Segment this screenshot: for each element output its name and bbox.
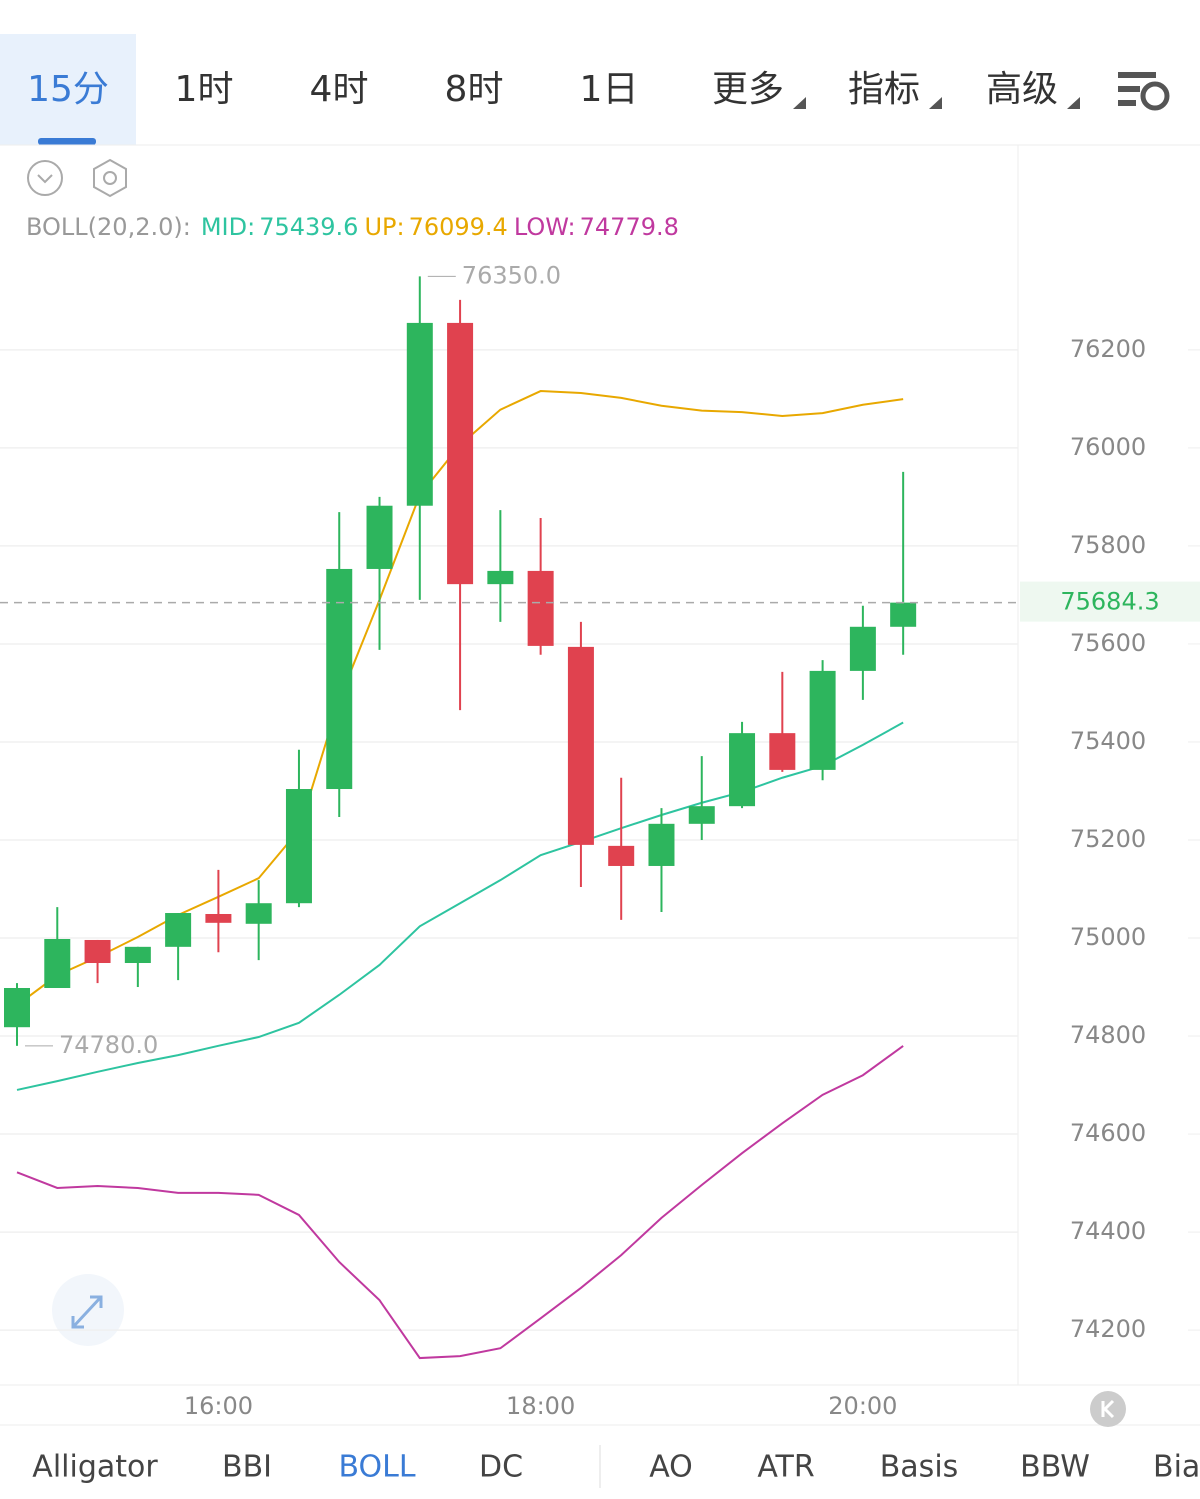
y-tick-label: 75200 xyxy=(1070,825,1146,853)
annotation-label: 76350.0 xyxy=(462,261,561,289)
candle-body xyxy=(688,806,715,824)
scroll-latest[interactable] xyxy=(1090,1391,1126,1427)
candle-body xyxy=(447,322,474,585)
timeframe-tab[interactable]: 15分 xyxy=(27,69,109,110)
y-tick-label: 74400 xyxy=(1070,1217,1146,1245)
candle-body xyxy=(406,322,433,506)
boll-line xyxy=(16,721,904,1091)
indicator-tab[interactable]: AO xyxy=(649,1450,693,1485)
indicator-tab[interactable]: Bias xyxy=(1153,1450,1200,1485)
menu-tab[interactable]: 更多 xyxy=(712,69,784,110)
legend-name: LOW: xyxy=(514,213,576,241)
candle-body xyxy=(366,505,393,569)
candle-body xyxy=(809,670,836,770)
last-price-bg xyxy=(1020,581,1200,622)
candle-body xyxy=(205,913,232,923)
x-tick-label: 18:00 xyxy=(506,1392,575,1420)
y-tick-label: 75400 xyxy=(1070,727,1146,755)
indicator-tab[interactable]: Alligator xyxy=(32,1450,158,1485)
annotation-label: 74780.0 xyxy=(59,1031,158,1059)
y-tick-label: 76000 xyxy=(1070,433,1146,461)
dropdown-arrow xyxy=(1067,97,1080,109)
fullscreen-button[interactable] xyxy=(52,1274,124,1346)
candle-body xyxy=(729,733,756,807)
last-price-label: 75684.3 xyxy=(1060,588,1159,616)
candle-body xyxy=(4,988,30,1028)
candle-body xyxy=(44,938,71,989)
candle-body xyxy=(648,823,675,866)
y-tick-label: 75000 xyxy=(1070,923,1146,951)
indicator-tab[interactable]: BBW xyxy=(1020,1450,1090,1485)
y-tick-label: 75800 xyxy=(1070,531,1146,559)
indicator-header: BOLL(20,2.0): MID: 75439.6 UP: 76099.4 LOW: 74… xyxy=(26,213,679,241)
legend-name: UP: xyxy=(364,213,404,241)
candle-body xyxy=(326,568,353,790)
candle-body xyxy=(849,626,876,671)
collapse-button[interactable] xyxy=(27,160,63,196)
candle-body xyxy=(769,733,796,770)
indicator-tab[interactable]: BOLL xyxy=(338,1450,415,1485)
candle-body xyxy=(285,789,312,904)
dropdown-arrow xyxy=(929,97,942,109)
legend-name: MID: xyxy=(201,213,255,241)
indicator-settings[interactable] xyxy=(93,158,127,198)
legend-value: 75439.6 xyxy=(259,213,358,241)
legend-value: 74779.8 xyxy=(580,213,679,241)
indicator-tab[interactable]: Basis xyxy=(880,1450,959,1485)
timeframe-tab[interactable]: 1时 xyxy=(175,69,234,110)
indicator-tab[interactable]: ATR xyxy=(757,1450,814,1485)
candle-body xyxy=(84,939,111,964)
indicator-tab[interactable]: BBI xyxy=(222,1450,272,1485)
boll-line xyxy=(16,1045,904,1360)
menu-tab[interactable]: 指标 xyxy=(848,69,920,110)
indicator-name: BOLL(20,2.0): xyxy=(26,213,191,241)
legend-value: 76099.4 xyxy=(409,213,508,241)
timeframe-tab[interactable]: 1日 xyxy=(580,69,639,110)
candle-body xyxy=(124,946,151,964)
y-tick-label: 76200 xyxy=(1070,335,1146,363)
candle-body xyxy=(608,845,635,866)
y-tick-label: 74800 xyxy=(1070,1021,1146,1049)
timeframe-tab[interactable]: 4时 xyxy=(310,69,369,110)
x-tick-label: 20:00 xyxy=(828,1392,897,1420)
active-tab-bg xyxy=(0,34,136,145)
active-tab-indicator xyxy=(38,138,96,145)
settings-icon[interactable] xyxy=(1118,72,1170,111)
candle-body xyxy=(487,570,514,585)
timeframe-tab[interactable]: 8时 xyxy=(445,69,504,110)
menu-tab[interactable]: 高级 xyxy=(986,69,1058,110)
candle-body xyxy=(890,602,917,627)
candle-body xyxy=(527,570,554,646)
candle-body xyxy=(245,903,272,924)
indicator-tab[interactable]: DC xyxy=(479,1450,523,1485)
y-tick-label: 75600 xyxy=(1070,629,1146,657)
dropdown-arrow xyxy=(793,97,806,109)
x-tick-label: 16:00 xyxy=(184,1392,253,1420)
candle-body xyxy=(567,646,594,845)
candle-body xyxy=(165,913,192,947)
y-tick-label: 74200 xyxy=(1070,1315,1146,1343)
y-tick-label: 74600 xyxy=(1070,1119,1146,1147)
